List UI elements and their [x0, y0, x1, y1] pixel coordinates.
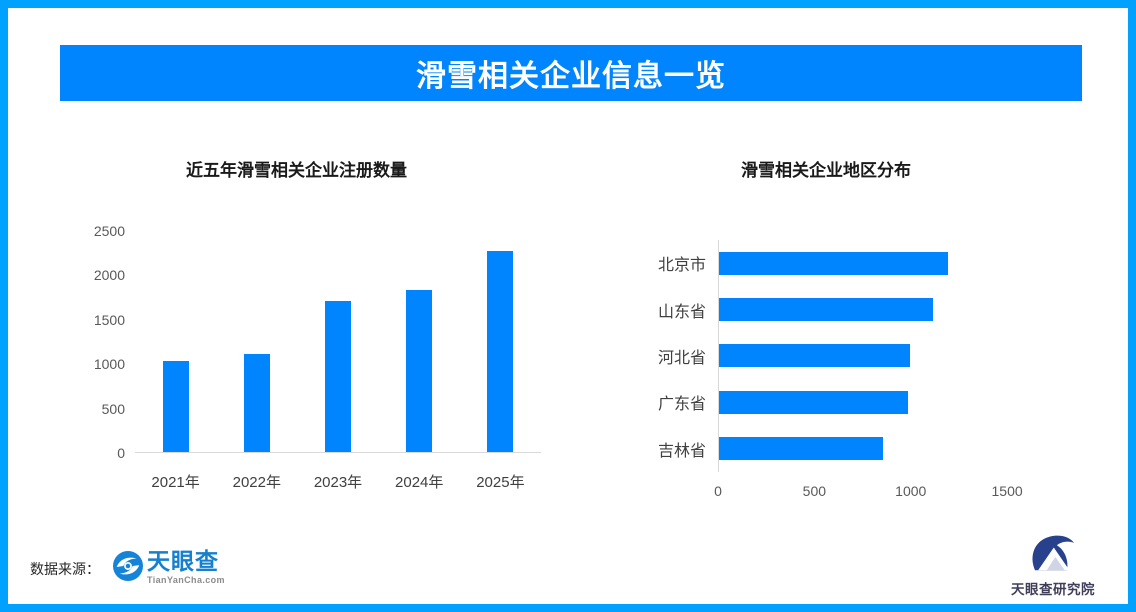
bar-slot [216, 231, 297, 452]
region-bar [719, 298, 933, 322]
x-tick-label: 1000 [895, 483, 927, 499]
region-category-label: 河北省 [657, 349, 706, 367]
bar-row [719, 240, 1063, 286]
region-bar [719, 390, 908, 414]
region-bar [719, 437, 883, 461]
tianyancha-logo-domain: TianYanCha.com [147, 575, 225, 585]
bar-row [719, 379, 1063, 425]
research-institute-logo-name: 天眼查研究院 [1011, 582, 1095, 597]
region-category-label: 北京市 [657, 257, 706, 275]
y-tick-label: 500 [101, 400, 125, 417]
page-title-banner: 滑雪相关企业信息一览 [60, 45, 1082, 101]
x-tick-label: 0 [714, 483, 722, 499]
y-tick-label: 1000 [93, 356, 125, 373]
region-bar [719, 344, 910, 368]
region-bar [719, 251, 949, 275]
column-bar [487, 251, 514, 452]
data-source: 数据来源： 天眼查 TianYanCha.com [30, 549, 225, 593]
bar-slot [297, 231, 378, 452]
y-tick-label: 0 [117, 445, 125, 461]
x-category-label: 2024年 [395, 474, 444, 491]
page-title: 滑雪相关企业信息一览 [416, 60, 726, 93]
bar-row [719, 286, 1063, 332]
bar-row [719, 333, 1063, 379]
x-tick-label: 500 [802, 483, 827, 499]
registrations-chart-y-axis: 0 500 1000 1500 2000 2500 [48, 223, 125, 461]
region-category-label: 广东省 [657, 396, 706, 414]
region-category-label: 吉林省 [657, 442, 706, 460]
tianyancha-eye-icon [113, 551, 143, 581]
region-chart-category-axis: 北京市山东省河北省广东省吉林省 [618, 240, 706, 472]
tianyancha-logo-name: 天眼查 [147, 548, 219, 574]
x-tick-label: 1500 [991, 483, 1023, 499]
column-bar [162, 360, 189, 452]
registrations-chart-title: 近五年滑雪相关企业注册数量 [186, 161, 407, 180]
y-tick-label: 2000 [93, 267, 125, 284]
x-category-label: 2022年 [232, 474, 281, 491]
column-bar [406, 290, 433, 452]
research-institute-logo-icon [1032, 535, 1075, 571]
y-tick-label: 2500 [93, 223, 125, 239]
x-category-label: 2021年 [151, 474, 200, 491]
x-category-label: 2023年 [313, 474, 363, 491]
column-bar [325, 301, 351, 452]
region-category-label: 山东省 [657, 303, 706, 321]
registrations-chart-plot [135, 231, 541, 453]
research-institute-logo: 天眼查研究院 [1001, 532, 1105, 598]
bar-slot [135, 231, 216, 452]
bar-row [719, 426, 1063, 472]
registrations-chart-x-axis: 2021年 2022年 2023年 2024年 2025年 [135, 471, 541, 491]
data-source-label: 数据来源： [30, 561, 100, 577]
bar-slot [379, 231, 460, 452]
bar-slot [460, 231, 541, 452]
region-chart-plot [718, 240, 1063, 472]
region-chart-title: 滑雪相关企业地区分布 [741, 161, 911, 180]
region-chart-x-axis: 0 500 1000 1500 [714, 483, 1063, 501]
x-category-label: 2025年 [476, 474, 525, 491]
column-bar [243, 354, 270, 452]
y-tick-label: 1500 [93, 311, 125, 328]
tianyancha-logo-text: 天眼查 TianYanCha.com [147, 548, 225, 586]
